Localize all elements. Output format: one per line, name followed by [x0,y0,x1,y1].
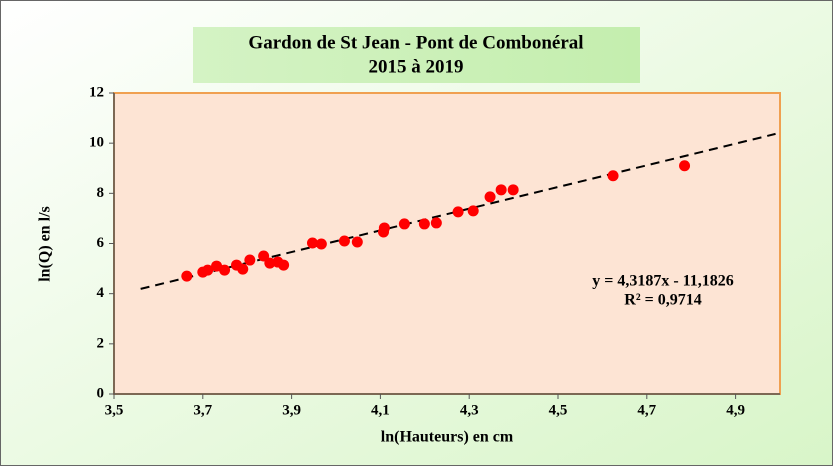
title-box [193,27,640,83]
point [264,257,276,269]
point [219,264,231,276]
point [378,222,390,234]
x-tick-label: 4,7 [637,402,656,418]
point [351,236,363,248]
point [315,238,327,250]
chart-subtitle: 2015 à 2019 [369,56,464,77]
point [418,218,430,230]
y-tick-label: 0 [97,385,105,401]
point [398,218,410,230]
x-axis-label: ln(Hauteurs) en cm [381,429,514,446]
x-tick-label: 3,7 [193,402,212,418]
x-tick-label: 4,9 [726,402,745,418]
x-tick-label: 4,5 [549,402,568,418]
point [452,206,464,218]
y-tick-label: 12 [89,84,104,100]
point [507,184,519,196]
point [306,237,318,249]
y-tick-label: 4 [97,285,105,301]
point [278,259,290,271]
y-axis-label: ln(Q) en l/s [37,206,54,282]
point [338,235,350,247]
chart-title: Gardon de St Jean - Pont de Combonéral [248,32,583,53]
plot-area [113,92,781,395]
point [181,270,193,282]
x-tick-label: 4,1 [371,402,390,418]
x-tick-label: 3,5 [105,402,124,418]
point [495,184,507,196]
point [679,160,691,172]
point [202,264,214,276]
point [467,205,479,217]
r-squared: R² = 0,9714 [624,292,701,309]
y-tick-label: 2 [97,335,105,351]
x-tick-label: 4,3 [460,402,479,418]
point [244,254,256,266]
x-tick-label: 3,9 [282,402,301,418]
point [607,170,619,182]
point [237,263,249,275]
point [484,191,496,203]
equation: y = 4,3187x - 11,1826 [592,273,734,290]
point [430,217,442,229]
y-tick-label: 10 [89,135,104,151]
y-tick-label: 8 [97,185,105,201]
point [258,250,270,262]
y-tick-label: 6 [97,235,105,251]
